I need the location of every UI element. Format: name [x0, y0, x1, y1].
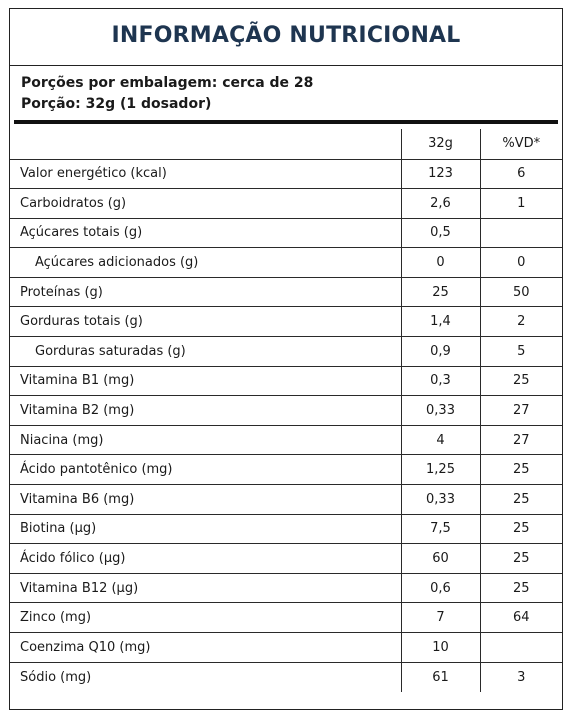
nutrient-amount: 0 [400, 247, 480, 278]
nutrient-label: Vitamina B6 (mg) [10, 484, 401, 515]
table-row: Ácido pantotênico (mg) 1,25 25 [10, 454, 562, 486]
nutrient-label: Zinco (mg) [10, 602, 401, 633]
table-row: Coenzima Q10 (mg) 10 [10, 632, 562, 663]
nutrient-amount: 0,33 [400, 395, 480, 426]
nutrient-amount: 10 [400, 632, 480, 663]
serving-info: Porções por embalagem: cerca de 28 Porçã… [21, 73, 313, 115]
servings-per-package: Porções por embalagem: cerca de 28 [21, 75, 314, 91]
nutrient-amount: 2,6 [400, 188, 480, 219]
nutrient-amount: 0,9 [400, 336, 480, 367]
nutrient-label: Ácido pantotênico (mg) [10, 454, 401, 486]
table-row: Biotina (µg) 7,5 25 [10, 514, 562, 545]
nutrient-amount: 1,25 [400, 454, 480, 486]
nutrient-daily-value: 1 [479, 188, 562, 219]
nutrient-label: Coenzima Q10 (mg) [10, 632, 401, 663]
nutrient-label: Valor energético (kcal) [10, 159, 401, 190]
nutrition-title: INFORMAÇÃO NUTRICIONAL [111, 23, 461, 48]
table-row: Vitamina B12 (µg) 0,6 25 [10, 573, 562, 604]
nutrient-daily-value: 3 [479, 662, 562, 692]
nutrient-label: Niacina (mg) [10, 425, 401, 456]
nutrient-daily-value: 50 [479, 277, 562, 308]
nutrient-daily-value: 25 [479, 366, 562, 397]
nutrient-daily-value: 27 [479, 425, 562, 456]
nutrient-label: Ácido fólico (µg) [10, 543, 401, 574]
table-row: Niacina (mg) 4 27 [10, 425, 562, 456]
nutrient-label: Açúcares adicionados (g) [10, 247, 401, 278]
nutrition-facts-panel: INFORMAÇÃO NUTRICIONAL Porções por embal… [9, 8, 563, 710]
table-row: Ácido fólico (µg) 60 25 [10, 543, 562, 574]
nutrient-amount: 61 [400, 662, 480, 692]
nutrient-daily-value [479, 218, 562, 249]
header-daily-value: %VD* [479, 129, 562, 160]
title-divider [10, 65, 562, 66]
table-row: Gorduras saturadas (g) 0,9 5 [10, 336, 562, 367]
nutrient-label: Sódio (mg) [20, 669, 92, 685]
nutrient-daily-value: 0 [479, 247, 562, 278]
table-row: Zinco (mg) 7 64 [10, 602, 562, 633]
nutrient-daily-value: 5 [479, 336, 562, 367]
portion-size: Porção: 32g (1 dosador) [21, 96, 212, 112]
thick-divider [14, 120, 558, 124]
table-row: Vitamina B2 (mg) 0,33 27 [10, 395, 562, 426]
nutrient-label: Biotina (µg) [10, 514, 401, 545]
nutrient-label: Gorduras saturadas (g) [10, 336, 401, 367]
nutrient-label: Açúcares totais (g) [10, 218, 401, 249]
table-row: Açúcares totais (g) 0,5 [10, 218, 562, 249]
nutrient-amount: 0,3 [400, 366, 480, 397]
nutrient-daily-value: 25 [479, 454, 562, 486]
nutrient-amount: 0,6 [400, 573, 480, 604]
nutrient-amount: 0,5 [400, 218, 480, 249]
nutrient-amount: 4 [400, 425, 480, 456]
nutrient-amount: 7,5 [400, 514, 480, 545]
nutrient-label: Carboidratos (g) [10, 188, 401, 219]
table-row: Sódio (mg) 61 3 [10, 662, 562, 692]
nutrient-label: Gorduras totais (g) [10, 306, 401, 338]
nutrient-daily-value: 25 [479, 484, 562, 515]
nutrient-daily-value: 25 [479, 543, 562, 574]
table-row: Vitamina B6 (mg) 0,33 25 [10, 484, 562, 515]
nutrient-amount: 25 [400, 277, 480, 308]
table-header-row: 32g %VD* [10, 129, 562, 160]
nutrient-amount: 0,33 [400, 484, 480, 515]
nutrient-amount: 1,4 [400, 306, 480, 338]
nutrient-label: Proteínas (g) [10, 277, 401, 308]
nutrient-label: Vitamina B2 (mg) [10, 395, 401, 426]
nutrient-label: Vitamina B1 (mg) [10, 366, 401, 397]
table-row: Vitamina B1 (mg) 0,3 25 [10, 366, 562, 397]
table-row: Carboidratos (g) 2,6 1 [10, 188, 562, 219]
nutrient-daily-value: 27 [479, 395, 562, 426]
nutrient-daily-value: 6 [479, 159, 562, 190]
nutrient-daily-value: 25 [479, 514, 562, 545]
nutrient-amount: 60 [400, 543, 480, 574]
table-row: Gorduras totais (g) 1,4 2 [10, 306, 562, 338]
nutrient-daily-value: 64 [479, 602, 562, 633]
table-row: Valor energético (kcal) 123 6 [10, 159, 562, 190]
nutrient-amount: 7 [400, 602, 480, 633]
nutrient-label: Vitamina B12 (µg) [10, 573, 401, 604]
table-row: Açúcares adicionados (g) 0 0 [10, 247, 562, 278]
nutrient-amount: 123 [400, 159, 480, 190]
nutrient-daily-value: 25 [479, 573, 562, 604]
nutrition-table: 32g %VD* Valor energético (kcal) 123 6 Carb… [10, 129, 562, 692]
header-label-cell [10, 129, 401, 160]
table-row: Proteínas (g) 25 50 [10, 277, 562, 308]
header-amount: 32g [400, 129, 480, 160]
nutrient-daily-value [479, 632, 562, 663]
nutrient-daily-value: 2 [479, 306, 562, 338]
